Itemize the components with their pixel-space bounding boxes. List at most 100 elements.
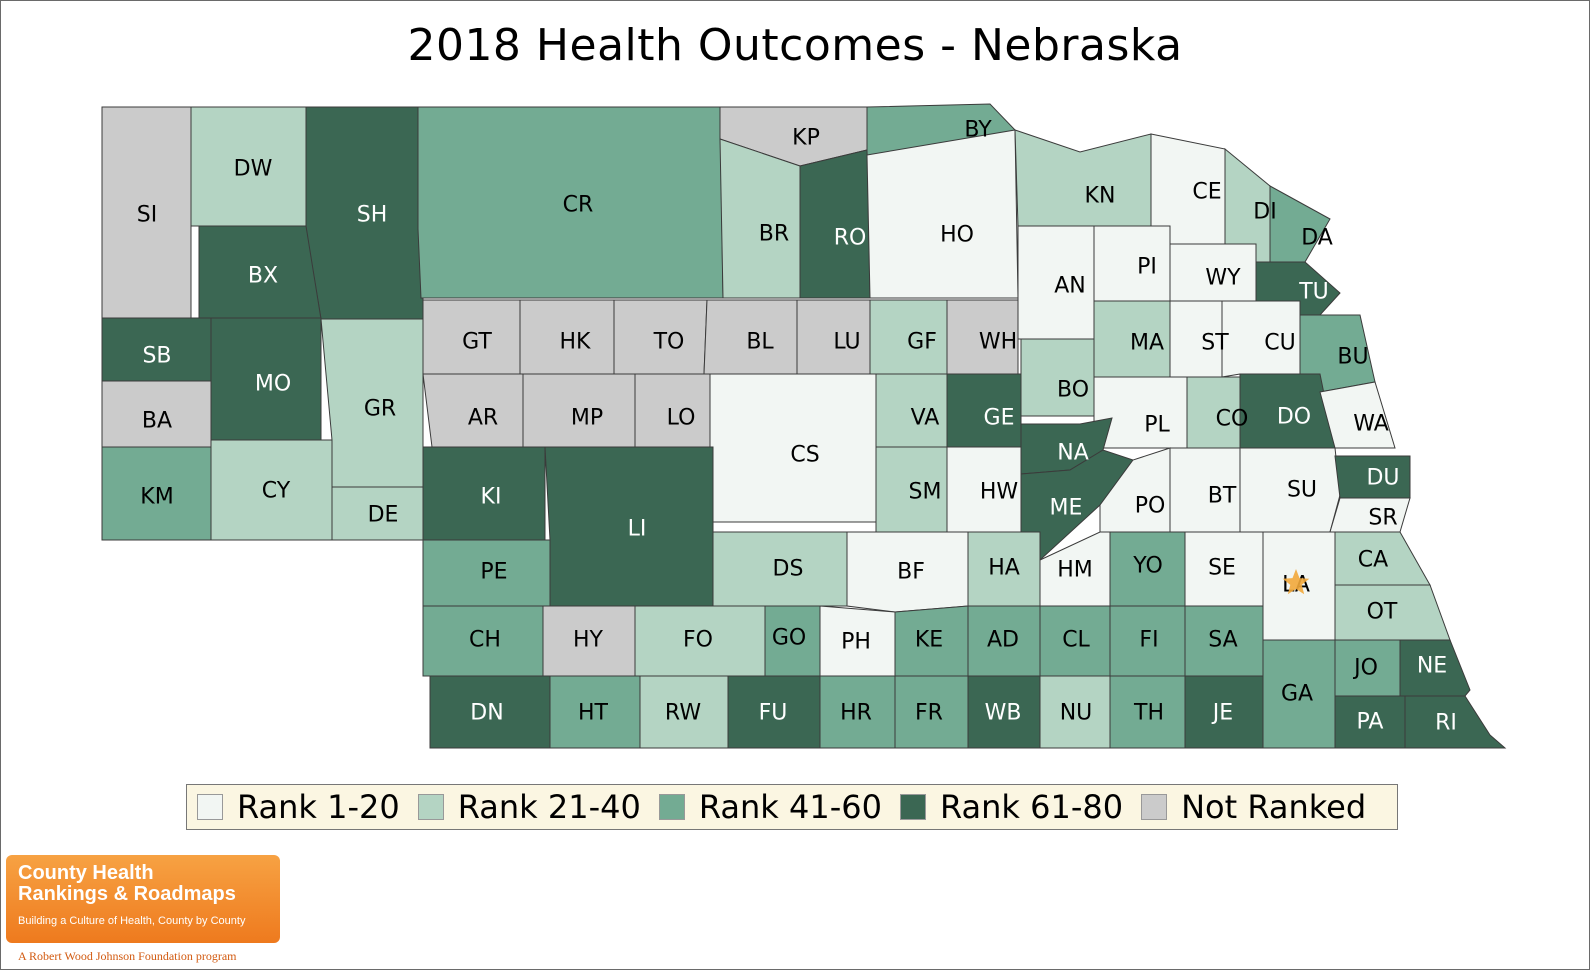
county-label-cs: CS — [790, 443, 819, 468]
legend-label: Rank 41-60 — [698, 788, 882, 826]
logo-tagline: Building a Culture of Health, County by … — [18, 915, 246, 927]
county-label-ri: RI — [1435, 711, 1457, 736]
county-label-ge: GE — [984, 406, 1015, 431]
county-label-kn: KN — [1085, 184, 1116, 209]
county-shapes — [101, 103, 1507, 749]
county-label-ga: GA — [1281, 682, 1313, 707]
legend-item-nr: Not Ranked — [1141, 788, 1366, 826]
county-je — [1184, 675, 1264, 749]
county-label-va: VA — [911, 406, 940, 431]
county-label-lu: LU — [833, 330, 860, 355]
county-label-yo: YO — [1132, 554, 1163, 579]
county-label-go: GO — [772, 626, 806, 651]
legend-item-r3: Rank 41-60 — [658, 788, 882, 826]
county-label-ki: KI — [481, 485, 502, 510]
county-label-ar: AR — [468, 406, 498, 431]
county-label-fu: FU — [759, 701, 788, 726]
county-label-ro: RO — [834, 226, 867, 251]
county-label-bx: BX — [248, 264, 278, 289]
county-label-sr: SR — [1368, 506, 1397, 531]
county-label-wy: WY — [1205, 266, 1241, 291]
county-label-km: KM — [140, 485, 173, 510]
county-label-du: DU — [1366, 466, 1399, 491]
county-label-hr: HR — [840, 701, 872, 726]
county-label-fo: FO — [683, 628, 713, 653]
county-label-mp: MP — [571, 406, 603, 431]
county-label-je: JE — [1211, 701, 1233, 726]
county-label-na: NA — [1057, 441, 1089, 466]
county-label-fr: FR — [915, 701, 943, 726]
county-label-cu: CU — [1264, 331, 1295, 356]
county-cr — [417, 106, 724, 299]
county-pl — [1093, 376, 1188, 449]
county-label-sm: SM — [909, 480, 942, 505]
county-label-hk: HK — [560, 330, 592, 355]
county-da — [1269, 185, 1331, 263]
county-label-br: BR — [759, 222, 789, 247]
county-label-ba: BA — [142, 409, 172, 434]
county-ri — [1404, 695, 1507, 749]
county-label-se: SE — [1208, 556, 1236, 581]
county-label-hm: HM — [1057, 558, 1093, 583]
county-label-sa: SA — [1208, 628, 1237, 653]
county-label-gf: GF — [907, 330, 937, 355]
county-ro — [799, 149, 871, 299]
county-label-nu: NU — [1060, 701, 1093, 726]
county-label-ds: DS — [773, 557, 804, 582]
county-label-ad: AD — [987, 628, 1019, 653]
county-label-sb: SB — [142, 344, 171, 369]
logo-line-2: Rankings & Roadmaps — [18, 883, 236, 905]
legend-item-r4: Rank 61-80 — [899, 788, 1124, 826]
county-label-bo: BO — [1057, 378, 1089, 403]
county-label-an: AN — [1054, 274, 1086, 299]
county-label-ot: OT — [1367, 600, 1398, 625]
county-kn — [1014, 129, 1152, 227]
legend-item-r1: Rank 1-20 — [197, 788, 400, 826]
county-label-rw: RW — [665, 701, 701, 726]
county-label-bt: BT — [1208, 484, 1237, 509]
county-label-kp: KP — [792, 126, 820, 151]
legend-item-r2: Rank 21-40 — [417, 788, 641, 826]
legend-swatch — [417, 794, 444, 820]
county-label-po: PO — [1135, 494, 1166, 519]
county-label-fi: FI — [1139, 628, 1158, 653]
county-ho — [866, 129, 1019, 299]
chrr-logo: County Health Rankings & Roadmaps Buildi… — [6, 855, 280, 943]
county-label-su: SU — [1287, 478, 1317, 503]
county-label-wb: WB — [985, 701, 1022, 726]
legend-label: Rank 1-20 — [237, 788, 400, 826]
county-label-sh: SH — [357, 203, 388, 228]
county-label-hw: HW — [980, 480, 1019, 505]
legend: Rank 1-20 Rank 21-40 Rank 41-60 Rank 61-80 N… — [186, 784, 1398, 830]
county-label-dw: DW — [234, 157, 273, 182]
county-pi — [1093, 225, 1171, 302]
county-label-hy: HY — [573, 628, 604, 653]
county-br — [719, 138, 801, 299]
county-label-mo: MO — [255, 372, 291, 397]
county-label-dn: DN — [470, 701, 503, 726]
county-label-by: BY — [964, 118, 992, 143]
county-label-pi: PI — [1137, 255, 1157, 280]
county-label-me: ME — [1050, 496, 1083, 521]
county-label-th: TH — [1133, 701, 1164, 726]
legend-label: Rank 61-80 — [939, 788, 1124, 826]
county-label-li: LI — [628, 517, 647, 542]
county-label-ma: MA — [1130, 331, 1164, 356]
logo-line-1: County Health — [18, 862, 154, 884]
county-label-tu: TU — [1298, 280, 1329, 305]
county-label-cr: CR — [563, 193, 594, 218]
rwjf-credit: A Robert Wood Johnson Foundation program — [18, 949, 237, 963]
legend-swatch — [1141, 794, 1168, 820]
county-label-to: TO — [653, 330, 685, 355]
county-label-ht: HT — [578, 701, 609, 726]
county-label-lo: LO — [667, 406, 696, 431]
county-label-ho: HO — [940, 223, 974, 248]
county-label-bl: BL — [746, 330, 774, 355]
county-label-pa: PA — [1357, 710, 1384, 735]
county-label-cy: CY — [262, 479, 291, 504]
legend-label: Not Ranked — [1181, 788, 1367, 826]
legend-swatch — [658, 794, 685, 820]
county-label-jo: JO — [1352, 656, 1378, 681]
map-title: 2018 Health Outcomes - Nebraska — [407, 20, 1183, 71]
